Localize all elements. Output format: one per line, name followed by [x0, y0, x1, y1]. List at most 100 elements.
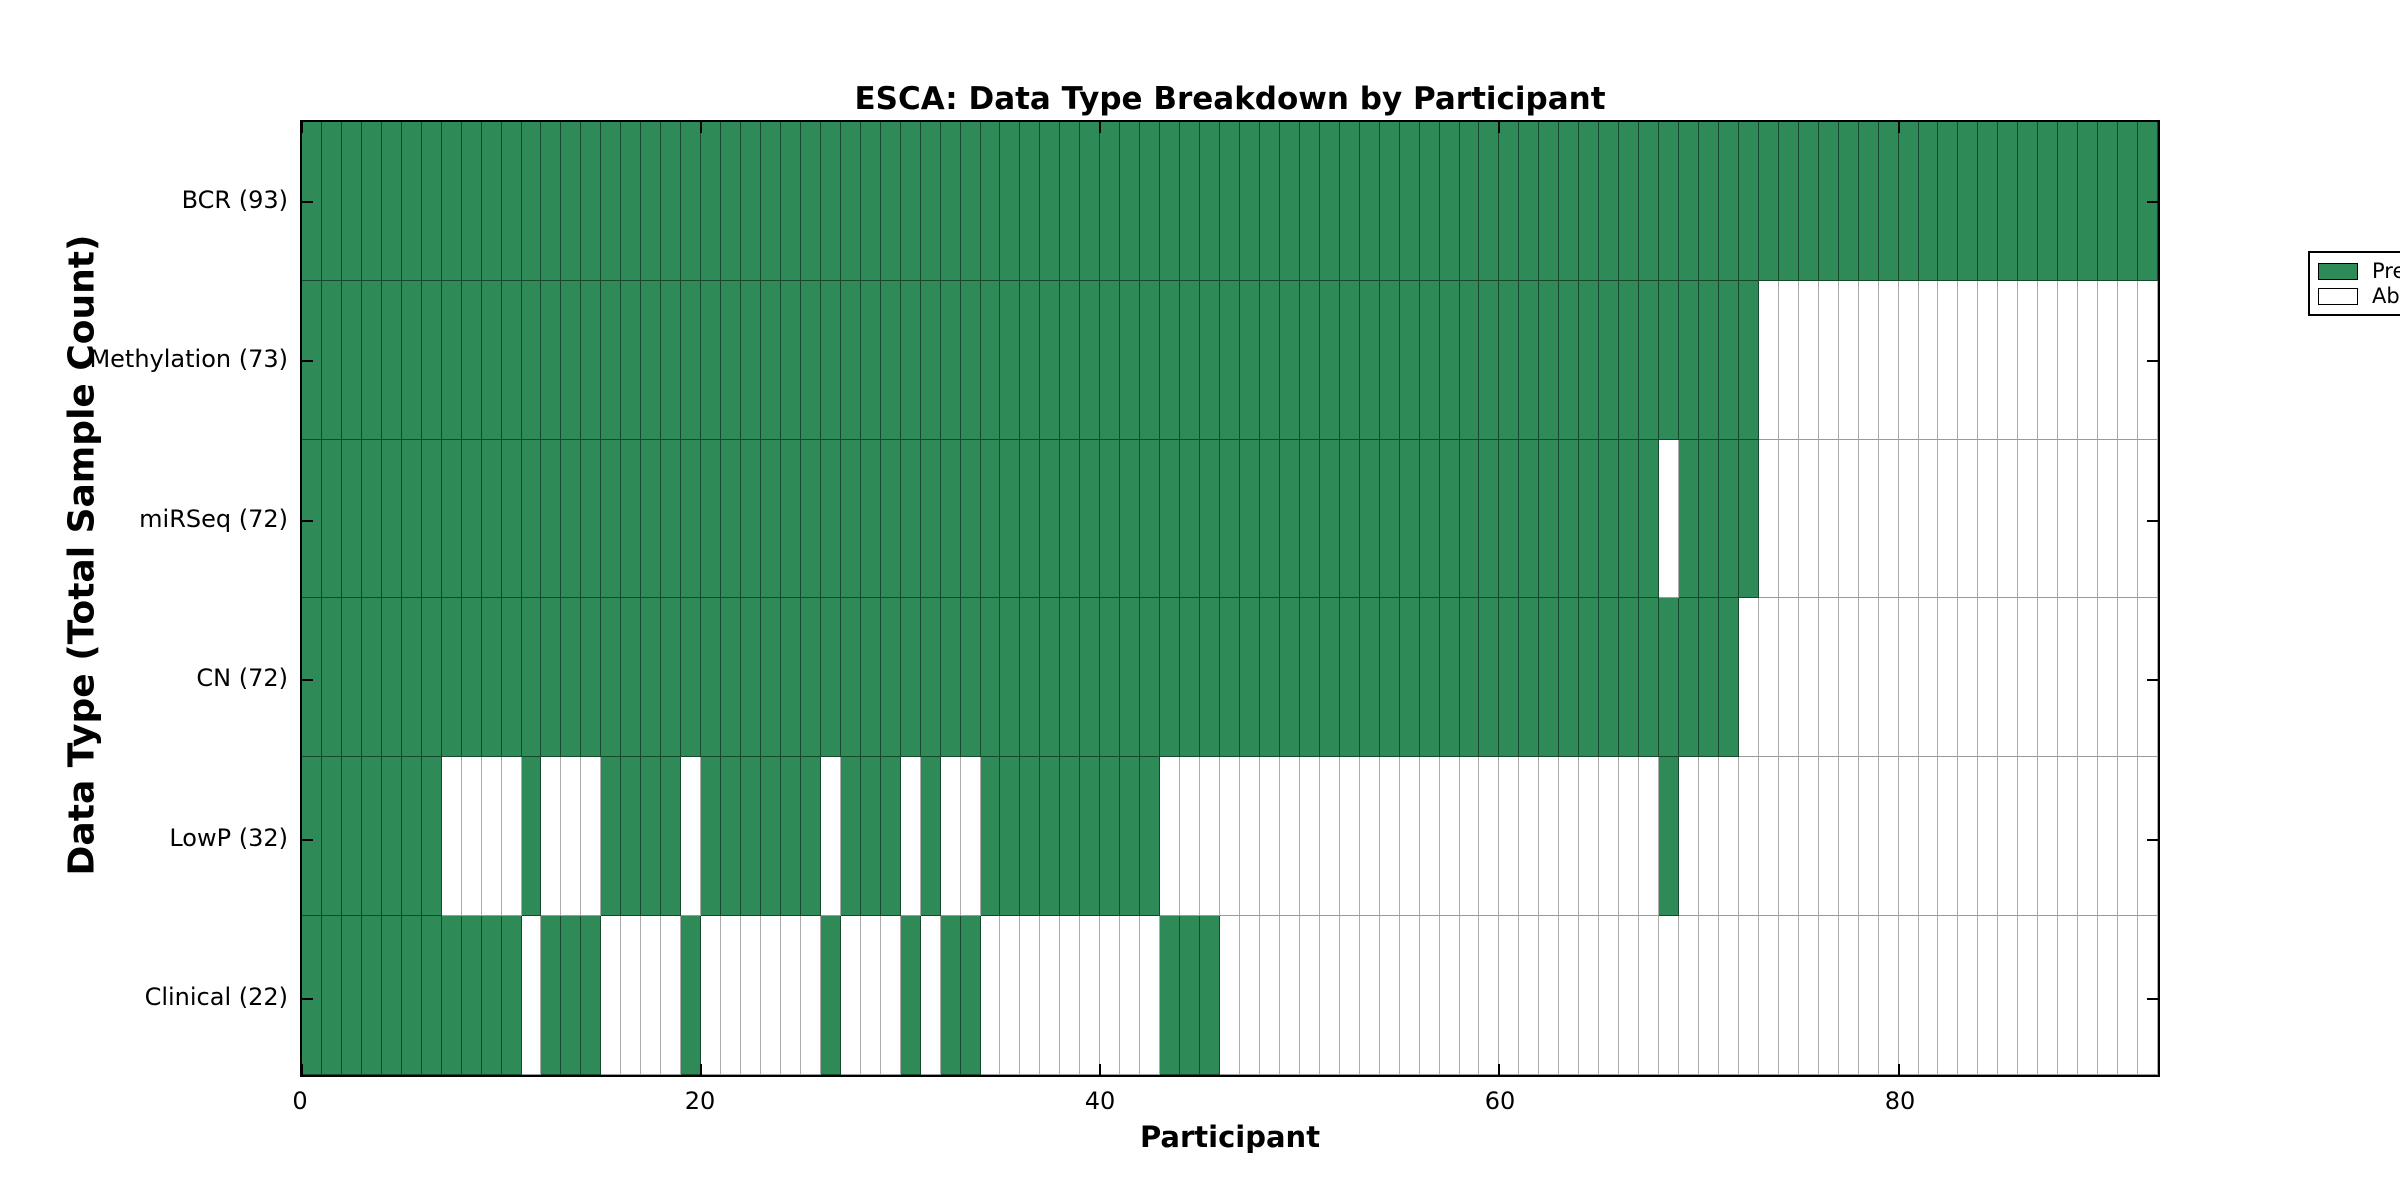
heatmap-cell — [1838, 757, 1859, 917]
legend-absent-label: Absent — [2372, 284, 2400, 308]
heatmap-cell — [1698, 757, 1719, 917]
heatmap-cell — [1379, 280, 1400, 440]
right-tick-mark — [2147, 998, 2158, 1001]
heatmap-cell — [1898, 122, 1919, 281]
heatmap-cell — [681, 598, 702, 758]
heatmap-cell — [1499, 598, 1520, 758]
heatmap-cell — [1339, 280, 1360, 440]
heatmap-cell — [761, 439, 781, 599]
heatmap-cell — [1160, 757, 1181, 917]
heatmap-cell — [840, 757, 861, 917]
heatmap-cell — [481, 916, 502, 1075]
heatmap-cell — [920, 916, 941, 1075]
heatmap-cell — [1140, 439, 1161, 599]
heatmap-cell — [1120, 598, 1141, 758]
heatmap-cell — [1080, 598, 1101, 758]
heatmap-cell — [1299, 757, 1320, 917]
heatmap-cell — [1858, 280, 1879, 440]
heatmap-cell — [2038, 280, 2059, 440]
heatmap-cell — [1399, 598, 1420, 758]
heatmap-cell — [441, 122, 462, 281]
heatmap-cell — [1918, 598, 1939, 758]
heatmap-cell — [1459, 916, 1480, 1075]
heatmap-cell — [2118, 280, 2139, 440]
heatmap-cell — [1938, 916, 1959, 1075]
heatmap-cell — [361, 280, 382, 440]
heatmap-cell — [2058, 757, 2079, 917]
heatmap-cell — [1778, 439, 1799, 599]
heatmap-cell — [1120, 122, 1141, 281]
heatmap-cell — [900, 280, 921, 440]
heatmap-cell — [1499, 280, 1520, 440]
heatmap-cell — [681, 439, 702, 599]
heatmap-cell — [1239, 280, 1260, 440]
heatmap-cell — [621, 598, 642, 758]
heatmap-cell — [1878, 439, 1899, 599]
heatmap-cell — [1978, 916, 1999, 1075]
heatmap-cell — [1758, 757, 1779, 917]
heatmap-cell — [1419, 439, 1440, 599]
heatmap-cell — [1718, 439, 1739, 599]
heatmap-cell — [501, 757, 522, 917]
heatmap-cell — [561, 280, 582, 440]
heatmap-cell — [1698, 439, 1719, 599]
heatmap-cell — [1339, 757, 1360, 917]
heatmap-cell — [1698, 122, 1719, 281]
heatmap-cell — [302, 757, 322, 917]
heatmap-cell — [321, 280, 342, 440]
heatmap-cell — [661, 122, 682, 281]
heatmap-cell — [920, 439, 941, 599]
heatmap-cell — [1419, 598, 1440, 758]
legend-present-swatch — [2318, 262, 2358, 280]
heatmap-cell — [1539, 916, 1560, 1075]
heatmap-cell — [321, 598, 342, 758]
heatmap-cell — [361, 598, 382, 758]
heatmap-cell — [1180, 122, 1201, 281]
heatmap-cell — [1239, 122, 1260, 281]
heatmap-cell — [1559, 598, 1580, 758]
heatmap-cell — [381, 916, 402, 1075]
heatmap-cell — [1020, 280, 1041, 440]
heatmap-cell — [2098, 280, 2119, 440]
heatmap-cell — [1878, 122, 1899, 281]
heatmap-cell — [1419, 280, 1440, 440]
heatmap-cell — [1299, 598, 1320, 758]
heatmap-cell — [1898, 757, 1919, 917]
heatmap-cell — [2078, 916, 2099, 1075]
heatmap-cell — [2118, 439, 2139, 599]
heatmap-cell — [481, 439, 502, 599]
heatmap-cell — [1918, 916, 1939, 1075]
heatmap-cell — [1060, 916, 1081, 1075]
heatmap-cell — [1599, 916, 1620, 1075]
heatmap-cell — [661, 439, 682, 599]
heatmap-cell — [481, 598, 502, 758]
heatmap-cell — [840, 280, 861, 440]
heatmap-cell — [421, 280, 442, 440]
heatmap-cell — [960, 916, 981, 1075]
heatmap-cell — [1858, 757, 1879, 917]
heatmap-cell — [1439, 439, 1460, 599]
heatmap-cell — [1359, 280, 1380, 440]
x-tick-label-40: 40 — [1084, 1087, 1116, 1115]
heatmap-row-miRSeq — [302, 439, 2158, 599]
heatmap-cell — [701, 916, 722, 1075]
heatmap-cell — [321, 122, 342, 281]
heatmap-cell — [2018, 757, 2039, 917]
heatmap-cell — [940, 916, 961, 1075]
heatmap-cell — [820, 280, 841, 440]
bottom-tick-mark — [301, 1064, 303, 1075]
heatmap-cell — [1220, 757, 1240, 917]
heatmap-cell — [521, 122, 542, 281]
heatmap-cell — [1459, 280, 1480, 440]
heatmap-cell — [860, 439, 881, 599]
heatmap-cell — [1160, 122, 1181, 281]
heatmap-cell — [1818, 598, 1839, 758]
heatmap-cell — [1100, 439, 1121, 599]
heatmap-cell — [661, 916, 682, 1075]
heatmap-cell — [521, 916, 542, 1075]
plot-area: Present Absent — [300, 120, 2400, 1077]
heatmap-cell — [1319, 439, 1340, 599]
heatmap-cell — [2018, 916, 2039, 1075]
heatmap-cell — [1938, 757, 1959, 917]
heatmap-cell — [1060, 757, 1081, 917]
